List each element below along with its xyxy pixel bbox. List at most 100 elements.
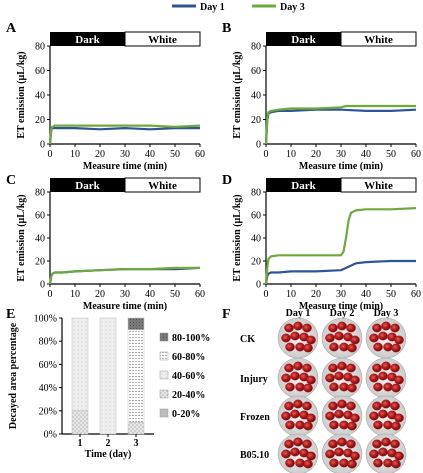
y-tick-label: 0	[256, 280, 261, 291]
panel-letter: F	[222, 307, 231, 322]
fruit-photo	[321, 395, 363, 437]
photo-row-label: Frozen	[240, 412, 270, 423]
phase-dark-bar	[266, 178, 341, 192]
phase-dark-label: Dark	[75, 180, 100, 192]
x-tick-label: 20	[311, 289, 321, 300]
fruit-photo	[277, 433, 319, 473]
x-tick-label: 0	[264, 289, 269, 300]
x-tick-label: 1	[78, 438, 83, 449]
x-tick-label: 30	[120, 149, 130, 160]
y-axis-title: ET emission (µL/kg)	[232, 194, 243, 281]
x-tick-label: 0	[264, 149, 269, 160]
legend-label: 40-60%	[172, 371, 205, 382]
y-tick-label: 60	[251, 66, 261, 77]
x-tick-label: 40	[145, 289, 155, 300]
phase-white-label: White	[148, 180, 177, 192]
y-tick-label: 40%	[39, 383, 57, 394]
phase-white-label: White	[364, 180, 393, 192]
y-tick-label: 0%	[44, 430, 57, 441]
bar-segment-20-40pct	[71, 410, 89, 435]
series-line-day1	[48, 266, 201, 285]
x-tick-label: 60	[411, 289, 421, 300]
photo-grid-f: F Day 1 Day 2 Day 3 CK Injury Frozen B05.10	[222, 307, 407, 473]
x-tick-label: 40	[361, 149, 371, 160]
x-tick-label: 20	[95, 149, 105, 160]
photo-column-label: Day 1	[286, 308, 311, 319]
x-tick-label: 0	[48, 149, 53, 160]
phase-dark-label: Dark	[291, 180, 316, 192]
fruit-photo	[365, 395, 407, 437]
line-chart-a: A Dark White 0 20 40 60 80 0 10 20 30 40 50 60 Measure …	[6, 21, 205, 172]
y-tick-label: 60	[35, 66, 45, 77]
photo-row-label: Injury	[240, 374, 268, 385]
x-tick-label: 50	[386, 149, 396, 160]
x-tick-label: 20	[311, 149, 321, 160]
y-tick-label: 40	[35, 91, 45, 102]
bar-segment-40-60pct	[99, 317, 117, 435]
x-tick-label: 50	[170, 149, 180, 160]
y-tick-label: 80	[35, 42, 45, 53]
phase-white-bar	[340, 177, 417, 193]
x-axis-title: Time (day)	[85, 449, 132, 460]
y-axis-title: ET emission (µL/kg)	[16, 194, 27, 281]
line-chart-b: B Dark White 0 20 40 60 80 0 10 20 30 40 50 60 Measure …	[222, 21, 421, 172]
y-axis-title: Decayed area percentage	[8, 322, 19, 429]
x-tick-label: 60	[411, 149, 421, 160]
y-axis-title: ET emission (µL/kg)	[232, 51, 243, 138]
y-tick-label: 80%	[39, 337, 57, 348]
y-tick-label: 20	[251, 115, 261, 126]
y-tick-label: 80	[251, 42, 261, 53]
x-axis-title: Measure time (min)	[299, 301, 383, 312]
fruit-photo	[365, 433, 407, 473]
phase-white-bar	[124, 31, 201, 47]
series-line-day3	[48, 124, 201, 145]
y-tick-label: 20	[35, 257, 45, 268]
x-axis-title: Measure time (min)	[299, 161, 383, 172]
x-tick-label: 0	[48, 289, 53, 300]
y-tick-label: 80	[251, 188, 261, 199]
legend-label: 0-20%	[172, 409, 200, 420]
y-tick-label: 40	[251, 91, 261, 102]
y-tick-label: 20	[35, 115, 45, 126]
fruit-photo	[277, 317, 319, 359]
phase-dark-bar	[266, 32, 341, 46]
x-tick-label: 60	[195, 149, 205, 160]
x-tick-label: 30	[336, 289, 346, 300]
x-tick-label: 10	[70, 149, 80, 160]
x-tick-label: 40	[145, 149, 155, 160]
fruit-photo	[365, 317, 407, 359]
x-tick-label: 3	[134, 438, 139, 449]
photo-row-label: CK	[240, 334, 255, 345]
fruit-photo	[365, 357, 407, 399]
legend-label: 20-40%	[172, 390, 205, 401]
line-chart-c: C Dark White 0 20 40 60 80 0 10 20 30 40 50 60 Measure …	[6, 173, 205, 312]
photo-row-label: B05.10	[240, 450, 269, 461]
panel-letter: E	[6, 307, 15, 322]
series-line-day1	[48, 127, 200, 145]
legend-swatch	[159, 351, 169, 361]
bar-segment-20-40pct	[127, 422, 145, 435]
legend-swatch	[159, 408, 169, 418]
x-axis-title: Measure time (min)	[83, 301, 167, 312]
fruit-photo	[277, 395, 319, 437]
phase-white-label: White	[148, 34, 177, 46]
photo-column-label: Day 3	[374, 308, 399, 319]
series-line-day1	[264, 108, 417, 145]
x-tick-label: 10	[70, 289, 80, 300]
legend-label: 60-80%	[172, 352, 205, 363]
x-tick-label: 10	[286, 289, 296, 300]
series-line-day1	[264, 259, 416, 285]
x-tick-label: 20	[95, 289, 105, 300]
phase-dark-bar	[50, 178, 125, 192]
phase-white-bar	[124, 177, 201, 193]
x-tick-label: 10	[286, 149, 296, 160]
y-tick-label: 20%	[39, 406, 57, 417]
x-tick-label: 60	[195, 289, 205, 300]
x-tick-label: 30	[336, 149, 346, 160]
bar-segment-60-80pct	[127, 329, 145, 423]
series-line-day3	[264, 207, 417, 285]
y-tick-label: 100%	[34, 314, 57, 325]
legend-swatch	[159, 332, 169, 342]
panel-letter: C	[6, 173, 16, 188]
